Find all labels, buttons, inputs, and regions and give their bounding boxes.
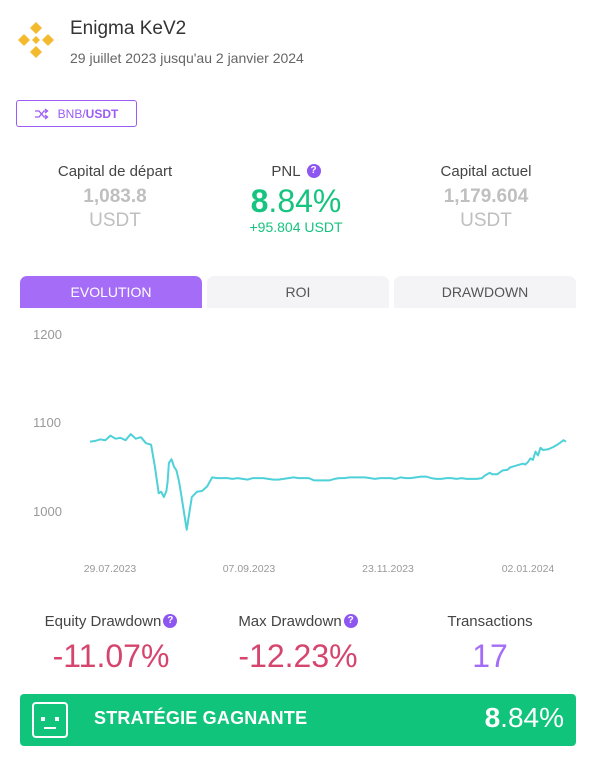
pnl-value-int: 8 [250, 183, 269, 219]
start-capital: Capital de départ 1,083.8 USDT [20, 160, 210, 232]
max-drawdown-label: Max Drawdown [238, 612, 342, 630]
tab-drawdown[interactable]: DRAWDOWN [394, 276, 576, 308]
x-axis-ticks: 29.07.2023 07.09.2023 23.11.2023 02.01.2… [84, 563, 555, 575]
max-drawdown-info-icon[interactable]: ? [343, 614, 358, 628]
equity-drawdown-value: -11.07% [52, 638, 170, 674]
date-range: 29 juillet 2023 jusqu'au 2 janvier 2024 [70, 50, 304, 66]
equity-chart: 1200 1100 1000 29.07.2023 07.09.2023 23.… [33, 327, 567, 575]
tab-evolution[interactable]: EVOLUTION [20, 276, 202, 308]
banner-label: STRATÉGIE GAGNANTE [94, 708, 308, 728]
strategy-result-banner: STRATÉGIE GAGNANTE 8.84% [20, 694, 576, 746]
start-capital-label: Capital de départ [57, 162, 173, 180]
current-capital-label: Capital actuel [440, 162, 532, 180]
y-tick-label: 1100 [33, 415, 61, 430]
strategy-header: Enigma KeV2 29 juillet 2023 jusqu'au 2 j… [16, 16, 576, 72]
equity-drawdown-label: Equity Drawdown [44, 612, 162, 630]
y-axis-ticks: 1200 1100 1000 [33, 327, 62, 519]
x-tick-label: 02.01.2024 [502, 563, 555, 575]
robot-face-icon [32, 702, 68, 738]
pnl-value-frac: .84% [268, 183, 342, 219]
x-tick-label: 07.09.2023 [223, 563, 276, 575]
pnl-info-icon[interactable]: ? [306, 164, 321, 178]
transactions: Transactions 17 [395, 610, 585, 675]
x-tick-label: 23.11.2023 [362, 563, 414, 575]
chart-tabs: EVOLUTION ROI DRAWDOWN [20, 276, 576, 308]
tab-roi[interactable]: ROI [207, 276, 389, 308]
max-drawdown: Max Drawdown ? -12.23% [203, 610, 393, 675]
binance-logo-icon [18, 22, 54, 58]
transactions-label: Transactions [447, 612, 533, 630]
equity-drawdown: Equity Drawdown ? -11.07% [16, 610, 206, 675]
transactions-value: 17 [472, 638, 508, 674]
banner-value: 8.84% [485, 702, 564, 734]
pair-quote: USDT [85, 106, 119, 121]
pnl-amount: +95.804 USDT [249, 219, 343, 235]
pair-base: BNB/ [57, 106, 86, 121]
current-capital: Capital actuel 1,179.604 USDT [391, 160, 581, 232]
start-capital-value: 1,083.8 [83, 186, 147, 207]
banner-value-int: 8 [484, 702, 501, 733]
start-capital-unit: USDT [89, 210, 141, 231]
y-tick-label: 1000 [33, 504, 62, 519]
pnl-stat: PNL ? 8.84% +95.804 USDT [201, 160, 391, 236]
pnl-label: PNL [271, 162, 301, 180]
shuffle-icon [34, 107, 49, 120]
max-drawdown-value: -12.23% [238, 638, 358, 674]
banner-value-frac: .84% [500, 702, 564, 733]
current-capital-unit: USDT [460, 210, 512, 231]
pnl-value: 8.84% [201, 183, 391, 219]
capital-stats: Capital de départ 1,083.8 USDT PNL ? 8.8… [16, 160, 576, 240]
current-capital-value: 1,179.604 [443, 186, 529, 207]
drawdown-metrics: Equity Drawdown ? -11.07% Max Drawdown ?… [16, 610, 576, 675]
strategy-title: Enigma KeV2 [70, 18, 187, 39]
equity-drawdown-info-icon[interactable]: ? [163, 614, 178, 628]
equity-series-line [89, 433, 567, 531]
x-tick-label: 29.07.2023 [84, 563, 137, 575]
y-tick-label: 1200 [33, 327, 62, 342]
pair-selector-button[interactable]: BNB/USDT [16, 100, 137, 127]
